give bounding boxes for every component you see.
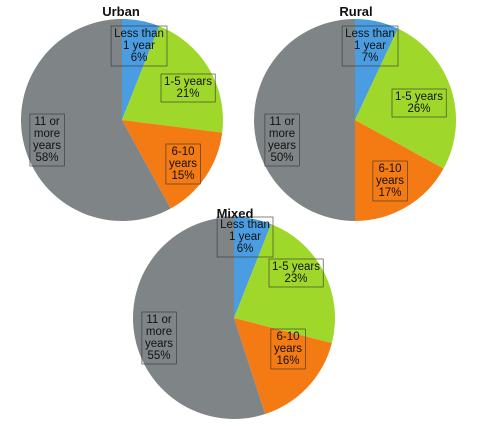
pie-slice	[254, 19, 355, 221]
slice-label-group: 1-5 years 26%	[391, 88, 447, 118]
slice-label-box	[341, 25, 399, 67]
slice-label: 6-10 years 16%	[274, 331, 302, 367]
slice-label: 1-5 years 26%	[395, 91, 443, 115]
slice-label: 11 or more years 58%	[33, 116, 61, 164]
pie-slice	[355, 120, 444, 221]
slice-label-group: Less than 1 year 6%	[110, 25, 168, 67]
slice-label: 6-10 years 17%	[376, 163, 404, 199]
slice-label: 1-5 years 21%	[164, 76, 212, 100]
pie-slice	[133, 217, 266, 420]
slice-label: 11 or more years 50%	[268, 116, 296, 164]
pie-slice	[234, 217, 272, 318]
pie-urban: Urban Less than 1 year 6%1-5 years 21% 6-10 ye…	[21, 4, 223, 222]
slice-label-box	[270, 328, 306, 370]
slice-label-box	[216, 216, 274, 258]
pie-slice	[355, 28, 457, 169]
pie-slice	[355, 19, 398, 120]
pie-slice	[234, 224, 336, 344]
slice-label: 11 or more years 55%	[145, 314, 173, 362]
slice-label-box	[372, 160, 408, 202]
slice-label-box	[110, 25, 168, 67]
slice-label-group: 6-10 years 17%	[372, 160, 408, 202]
slice-label-group: 6-10 years 15%	[165, 143, 201, 185]
slice-label-group: 6-10 years 16%	[270, 328, 306, 370]
slice-label: 1-5 years 23%	[272, 261, 320, 285]
slice-label: Less than 1 year 6%	[114, 28, 164, 64]
slice-label-box	[165, 143, 201, 185]
slice-label-group: 11 or more years 58%	[29, 113, 65, 167]
slice-label-group: 11 or more years 55%	[141, 311, 177, 365]
slice-label-group: Less than 1 year 7%	[341, 25, 399, 67]
pie-title: Rural	[339, 4, 372, 19]
pie-slice	[234, 318, 332, 415]
slice-label-box	[160, 73, 216, 103]
pie-slice	[21, 19, 171, 222]
pie-slice	[122, 26, 223, 133]
pie-rural: Rural Less than 1 year 7% 1-5 years 26% 6-10 ye…	[254, 4, 457, 221]
slice-label: Less than 1 year 7%	[345, 28, 395, 64]
slice-label: Less than 1 year 6%	[220, 219, 270, 255]
pie-slice	[122, 19, 160, 120]
pie-slice	[122, 120, 223, 209]
slice-label-box	[29, 113, 65, 167]
slice-label: 6-10 years 15%	[169, 146, 197, 182]
slice-label-group: 1-5 years 21%	[160, 73, 216, 103]
slice-label-box	[391, 88, 447, 118]
slice-label-box	[264, 113, 300, 167]
slice-label-box	[268, 258, 324, 288]
slice-label-group: 11 or more years 50%	[264, 113, 300, 167]
slice-label-group: Less than 1 year 6%	[216, 216, 274, 258]
slice-label-box	[141, 311, 177, 365]
slice-label-group: 1-5 years 23%	[268, 258, 324, 288]
pie-title: Urban	[102, 4, 140, 19]
